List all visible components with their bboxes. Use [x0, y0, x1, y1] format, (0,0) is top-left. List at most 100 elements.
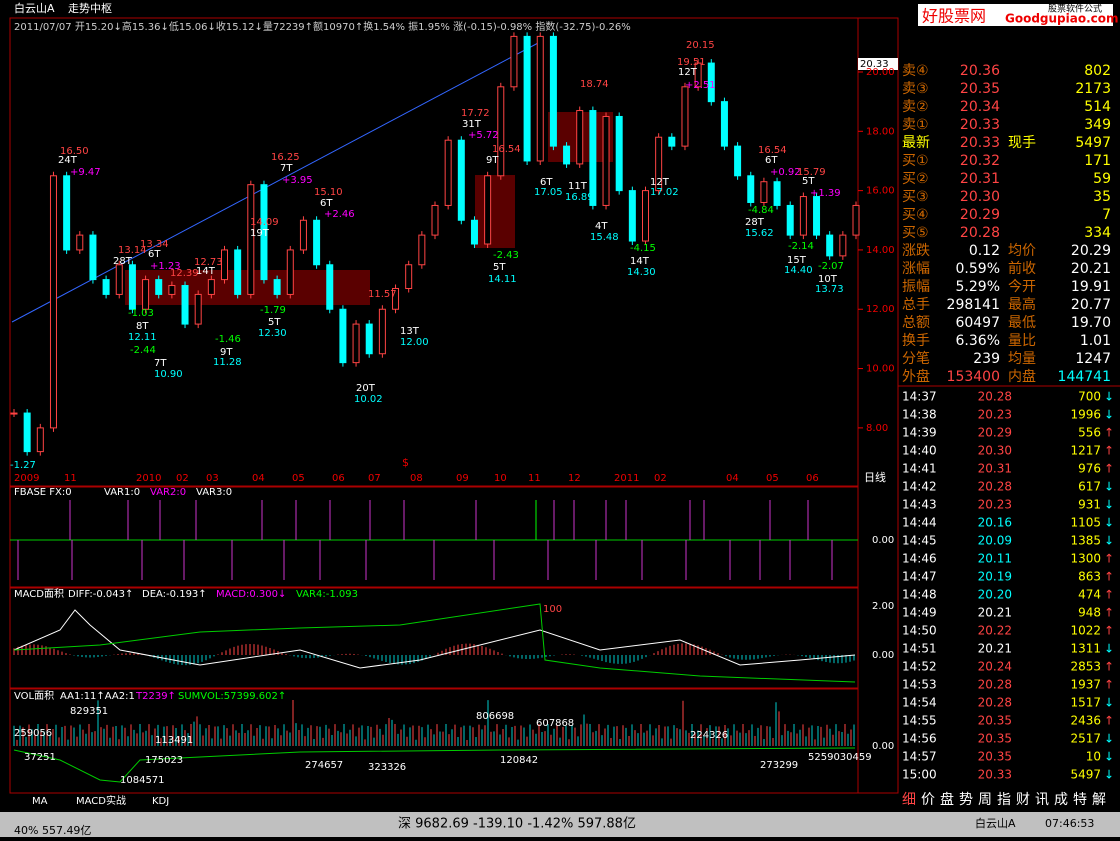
nav-tab[interactable]: 讯: [1035, 792, 1049, 808]
annotation: 16.50: [60, 146, 89, 157]
trade-direction: ↓: [1104, 732, 1114, 746]
stat-label: 分笔: [902, 351, 930, 367]
nav-tab[interactable]: 特: [1073, 792, 1087, 808]
annotation: 5T: [802, 176, 815, 187]
annotation: -1.27: [10, 460, 36, 471]
annotation: 12.00: [400, 337, 429, 348]
candle: [523, 35, 531, 162]
annotation: 12.30: [258, 328, 287, 339]
trade-price: 20.23: [978, 408, 1012, 422]
trade-volume: 1996: [1070, 408, 1101, 422]
info-line: 2011/07/07 开15.20↓高15.36↓低15.06↓收15.12↓量…: [14, 20, 631, 33]
vol-label: 259056: [14, 728, 52, 739]
x-tick-label: 04: [252, 473, 265, 484]
nav-tab[interactable]: 指: [997, 792, 1011, 808]
stat-value: 19.91: [1071, 279, 1111, 295]
trade-time: 14:45: [902, 534, 937, 548]
nav-tab[interactable]: 解: [1092, 792, 1106, 808]
site: Goodgupiao.com: [1005, 12, 1119, 26]
stat-value: 5.29%: [956, 279, 1000, 295]
vol-label: 1084571: [120, 775, 165, 786]
price-tag-box: [858, 58, 898, 70]
trade-time: 14:52: [902, 660, 937, 674]
y-tick-label: 18.00: [866, 126, 895, 137]
nav-tab[interactable]: 周: [978, 792, 992, 808]
vol-label: 323326: [368, 762, 406, 773]
candle: [510, 35, 518, 88]
trade-direction: ↓: [1104, 390, 1114, 404]
annotation: 14T: [196, 266, 216, 277]
trade-price: 20.21: [978, 642, 1012, 656]
candle: [681, 86, 689, 147]
trade-time: 14:41: [902, 462, 937, 476]
trade-price: 20.28: [978, 678, 1012, 692]
candle: [273, 279, 281, 295]
annotation: -1.03: [128, 308, 154, 319]
candle: [694, 62, 702, 88]
tab[interactable]: MA: [32, 796, 48, 807]
book-volume: 59: [1093, 171, 1111, 187]
trade-volume: 1105: [1070, 516, 1101, 530]
annotation: 10T: [818, 274, 838, 285]
annotation: 16.89: [565, 192, 594, 203]
candle: [207, 279, 215, 295]
indicator-header: FBASE FX:0: [14, 487, 72, 498]
annotation: 15.10: [314, 187, 343, 198]
annotation: 11T: [568, 181, 588, 192]
annotation: -2.44: [130, 345, 156, 356]
status-time: 07:46:53: [1045, 817, 1094, 830]
candle: [589, 110, 597, 206]
trade-price: 20.24: [978, 660, 1012, 674]
trade-time: 15:00: [902, 768, 937, 782]
trade-direction: ↑: [1104, 570, 1114, 584]
trade-price: 20.11: [978, 552, 1012, 566]
nav-tab[interactable]: 成: [1054, 792, 1068, 808]
nav-tab[interactable]: 势: [959, 792, 973, 808]
book-price: 20.33: [960, 135, 1000, 151]
status-stock[interactable]: 白云山A: [975, 816, 1016, 830]
trade-volume: 2853: [1070, 660, 1101, 674]
nav-tab[interactable]: 细: [902, 792, 916, 808]
trade-direction: ↓: [1104, 696, 1114, 710]
candle: [852, 204, 860, 236]
trade-volume: 863: [1078, 570, 1101, 584]
annotation: -2.43: [493, 250, 519, 261]
trade-time: 14:53: [902, 678, 937, 692]
annotation: 11.57: [368, 289, 397, 300]
annotation: 17.05: [534, 187, 563, 198]
trade-direction: ↓: [1104, 534, 1114, 548]
annotation: 14T: [630, 256, 650, 267]
stat-value: 153400: [947, 369, 1000, 385]
nav-tab[interactable]: 财: [1016, 792, 1030, 808]
vol-label: 607868: [536, 718, 574, 729]
candle: [628, 190, 636, 242]
sumvol-line: [13, 747, 856, 783]
tab[interactable]: MACD实战: [76, 794, 126, 807]
y-tick-label: 16.00: [866, 186, 895, 197]
trade-price: 20.20: [978, 588, 1012, 602]
stat-label: 今开: [1008, 279, 1036, 295]
candle: [339, 308, 347, 364]
trade-volume: 1300: [1070, 552, 1101, 566]
indicator-header: SUMVOL:57399.602↑: [178, 691, 286, 702]
stat-value: 1247: [1075, 351, 1111, 367]
tab[interactable]: KDJ: [152, 796, 169, 807]
annotation: 6T: [148, 249, 161, 260]
annotation: 15.62: [745, 228, 774, 239]
axis-label: 0.00: [872, 741, 894, 752]
stat-value: 239: [973, 351, 1000, 367]
trade-volume: 700: [1078, 390, 1101, 404]
book-price: 20.35: [960, 81, 1000, 97]
vol-label: 274657: [305, 760, 343, 771]
candle: [470, 219, 478, 245]
nav-tab[interactable]: 盘: [940, 791, 954, 808]
candle: [299, 219, 307, 251]
annotation: 16.25: [271, 152, 300, 163]
var4-line: [13, 603, 856, 683]
diff-line: [13, 609, 856, 669]
book-volume: 171: [1084, 153, 1111, 169]
candle: [615, 115, 623, 192]
price-tag: 20.33: [860, 59, 889, 70]
nav-tab[interactable]: 价: [921, 792, 935, 808]
annotation: 14.09: [250, 217, 279, 228]
